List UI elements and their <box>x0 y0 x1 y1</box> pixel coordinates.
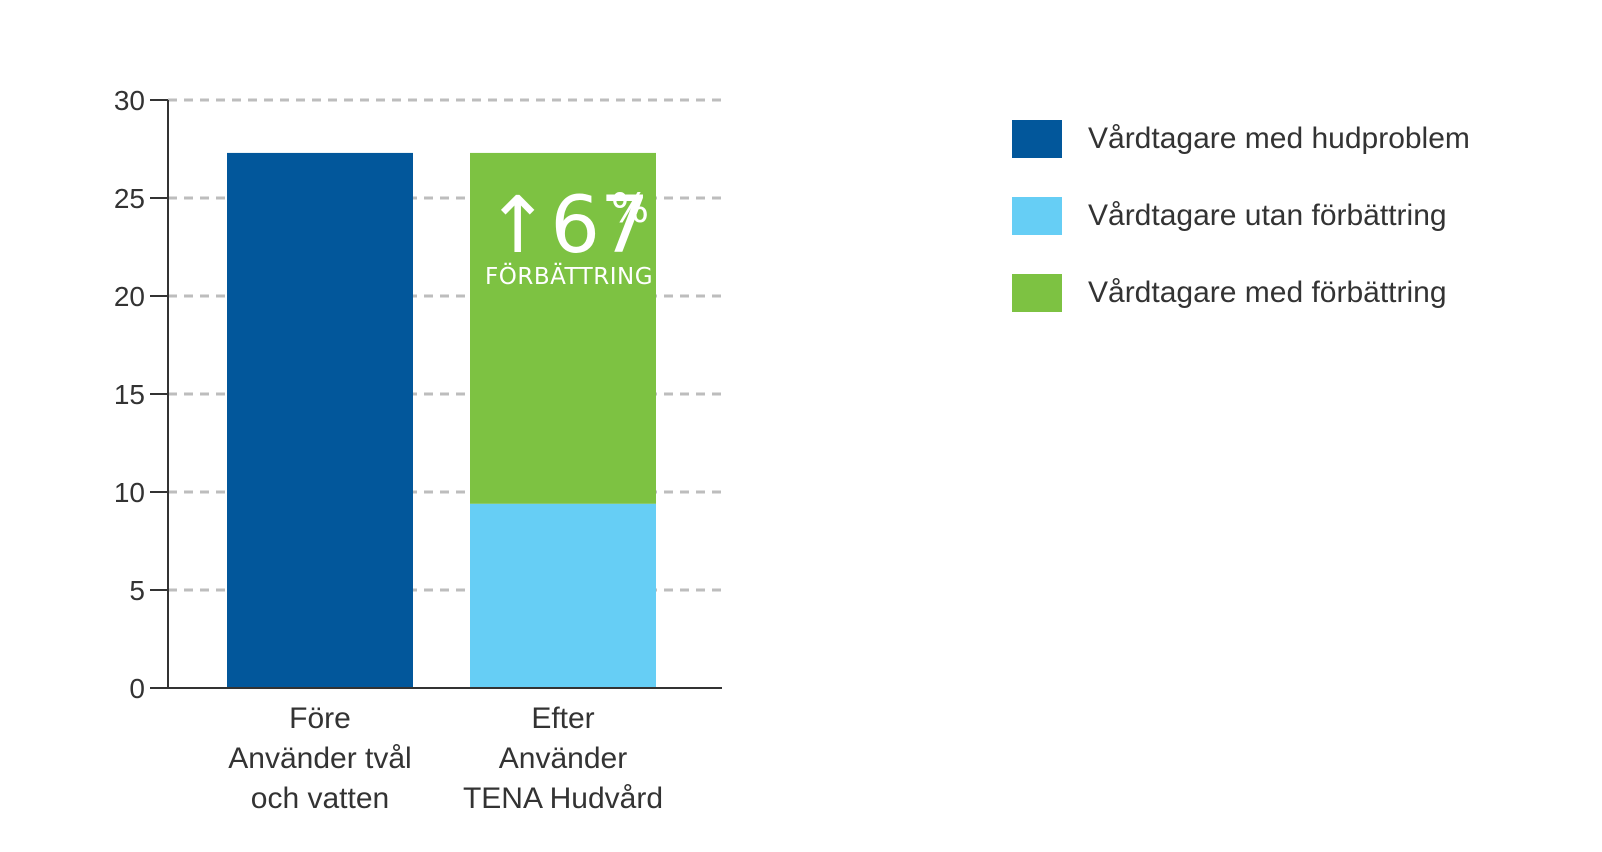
legend: Vårdtagare med hudproblem Vårdtagare uta… <box>1012 100 1470 331</box>
legend-item-hudproblem: Vårdtagare med hudproblem <box>1012 100 1470 177</box>
y-tick-label-25: 25 <box>114 183 145 214</box>
legend-swatch-med-forbattring <box>1012 273 1062 312</box>
arrow-up-icon: ↑ <box>485 181 550 271</box>
legend-label-utan-forbattring: Vårdtagare utan förbättring <box>1088 198 1447 232</box>
legend-swatch-hudproblem <box>1012 119 1062 158</box>
x-tick-label-0-line-2: och vatten <box>251 782 389 815</box>
legend-item-utan-forbattring: Vårdtagare utan förbättring <box>1012 177 1470 254</box>
annotation-caption: FÖRBÄTTRING <box>485 262 653 290</box>
bars <box>227 152 656 689</box>
annotation-number: 67 <box>550 181 649 271</box>
x-tick-label-0-line-1: Använder tvål <box>228 742 411 775</box>
bar-1-series-1 <box>470 503 656 688</box>
improvement-annotation: ↑67% FÖRBÄTTRING <box>485 181 653 290</box>
x-tick-label-1-line-1: Använder <box>499 742 627 775</box>
x-tick-label-0: Före Använder tvål och vatten <box>228 702 411 815</box>
bar-1-series-2 <box>470 152 656 504</box>
legend-swatch-utan-forbattring <box>1012 196 1062 235</box>
legend-label-med-forbattring: Vårdtagare med förbättring <box>1088 275 1447 309</box>
x-tick-label-0-line-0: Före <box>289 702 351 735</box>
bar-0-series-0 <box>227 152 413 689</box>
annotation-unit: % <box>611 186 649 232</box>
y-tick-label-10: 10 <box>114 477 145 508</box>
y-tick-label-0: 0 <box>129 673 145 704</box>
legend-label-hudproblem: Vårdtagare med hudproblem <box>1088 121 1470 155</box>
gridlines <box>168 98 722 592</box>
y-tick-label-5: 5 <box>129 575 145 606</box>
y-tick-label-15: 15 <box>114 379 145 410</box>
x-tick-label-1-line-2: TENA Hudvård <box>463 782 663 815</box>
axes: 0 5 10 15 20 25 30 Före Använder tvål och vatten E… <box>114 85 722 815</box>
y-tick-label-20: 20 <box>114 281 145 312</box>
x-tick-label-1-line-0: Efter <box>531 702 594 735</box>
x-tick-label-1: Efter Använder TENA Hudvård <box>463 702 663 815</box>
annotation-value: ↑67 <box>485 181 650 271</box>
legend-item-med-forbattring: Vårdtagare med förbättring <box>1012 254 1470 331</box>
y-tick-label-30: 30 <box>114 85 145 116</box>
